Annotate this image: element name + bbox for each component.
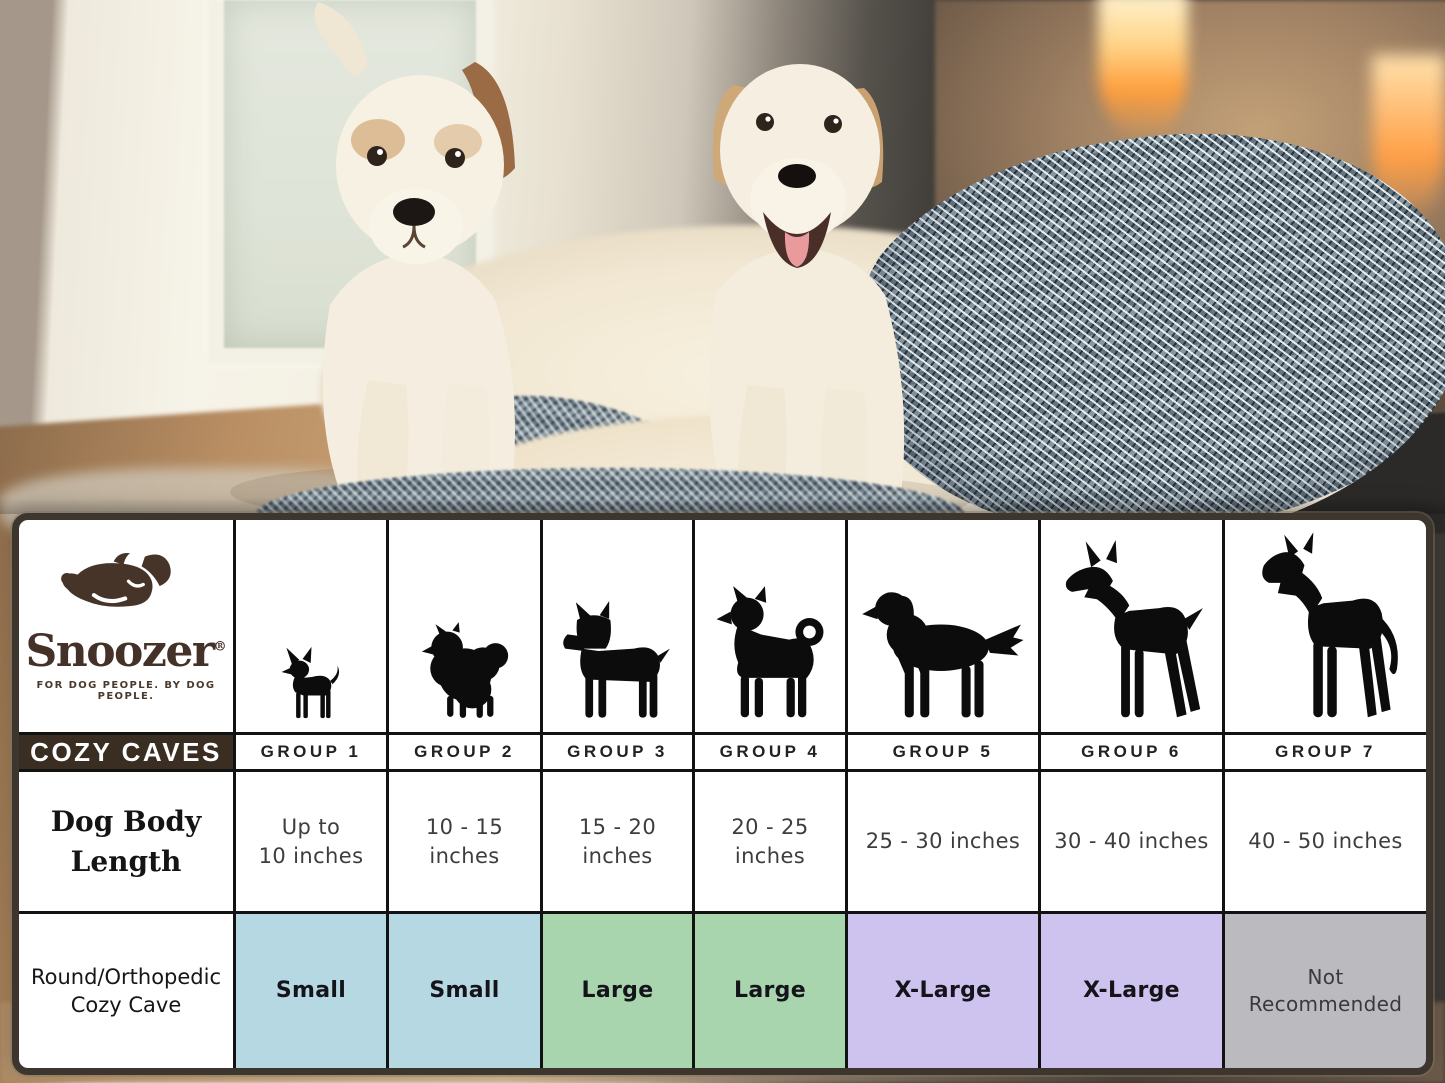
group-7-label: GROUP 7	[1275, 742, 1376, 761]
doberman-silhouette-icon	[1065, 540, 1203, 718]
two-terrier-dogs	[230, 2, 970, 520]
group-4-dog-cell	[695, 520, 845, 732]
shiba-inu-silhouette-icon	[716, 586, 824, 718]
size-chart-table: Snoozer® FOR DOG PEOPLE. BY DOG PEOPLE.	[12, 513, 1433, 1075]
body-length-group-7: 40 - 50 inches	[1225, 772, 1426, 911]
size-value: Small	[275, 978, 347, 1004]
size-value: Large	[734, 978, 806, 1004]
group-4-header: GROUP 4	[695, 735, 845, 769]
golden-retriever-silhouette-icon	[861, 592, 1024, 718]
group-7-dog-cell	[1225, 520, 1426, 732]
left-dog	[230, 2, 610, 518]
group-2-label: GROUP 2	[414, 742, 515, 761]
body-length-group-5: 25 - 30 inches	[848, 772, 1038, 911]
body-length-group-4: 20 - 25 inches	[695, 772, 845, 911]
cozy-caves-label: COZY CAVES	[30, 736, 222, 767]
group-2-dog-cell	[389, 520, 540, 732]
pomeranian-silhouette-icon	[421, 622, 508, 718]
boston-terrier-silhouette-icon	[563, 601, 670, 718]
group-5-dog-cell	[848, 520, 1038, 732]
group-6-header: GROUP 6	[1041, 735, 1222, 769]
body-length-group-1: Up to 10 inches	[236, 772, 386, 911]
size-value: Small	[429, 978, 500, 1004]
size-group-1: Small	[236, 914, 386, 1068]
group-3-header: GROUP 3	[543, 735, 692, 769]
size-value: X-Large	[1083, 978, 1180, 1004]
group-1-dog-cell	[236, 520, 386, 732]
snoozer-logo: Snoozer® FOR DOG PEOPLE. BY DOG PEOPLE.	[19, 520, 233, 732]
great-dane-silhouette-icon	[1261, 532, 1398, 718]
snoozer-dog-logo-icon	[61, 553, 171, 607]
size-group-3: Large	[543, 914, 692, 1068]
cozy-cave-size-row-label: Round/Orthopedic Cozy Cave	[19, 914, 233, 1068]
group-7-header: GROUP 7	[1225, 735, 1426, 769]
size-value: Large	[581, 978, 654, 1004]
group-3-dog-cell	[543, 520, 692, 732]
brand-tagline: FOR DOG PEOPLE. BY DOG PEOPLE.	[36, 680, 216, 702]
group-5-header: GROUP 5	[848, 735, 1038, 769]
group-4-label: GROUP 4	[719, 742, 821, 761]
group-2-header: GROUP 2	[389, 735, 540, 769]
group-3-label: GROUP 3	[567, 742, 668, 761]
size-group-4: Large	[695, 914, 845, 1068]
body-length-group-6: 30 - 40 inches	[1041, 772, 1222, 911]
registered-mark: ®	[213, 639, 227, 655]
body-length-group-2: 10 - 15 inches	[389, 772, 540, 911]
body-length-row-label: Dog Body Length	[19, 772, 233, 911]
size-group-2: Small	[389, 914, 540, 1068]
size-value: Not Recommended	[1248, 965, 1403, 1016]
group-5-label: GROUP 5	[892, 742, 994, 761]
fireplace-flame-icon	[1098, 0, 1188, 142]
right-dog	[630, 64, 970, 520]
table-top-shadow	[0, 498, 1445, 514]
size-value: X-Large	[894, 978, 992, 1004]
group-6-dog-cell	[1041, 520, 1222, 732]
size-group-6: X-Large	[1041, 914, 1222, 1068]
group-6-label: GROUP 6	[1081, 742, 1182, 761]
cozy-caves-header: COZY CAVES	[19, 735, 233, 769]
size-group-5: X-Large	[848, 914, 1038, 1068]
size-group-7: Not Recommended	[1225, 914, 1426, 1068]
body-length-group-3: 15 - 20 inches	[543, 772, 692, 911]
chihuahua-silhouette-icon	[281, 646, 339, 719]
group-1-header: GROUP 1	[236, 735, 386, 769]
brand-name: Snoozer®	[25, 626, 227, 677]
group-1-label: GROUP 1	[260, 742, 362, 761]
